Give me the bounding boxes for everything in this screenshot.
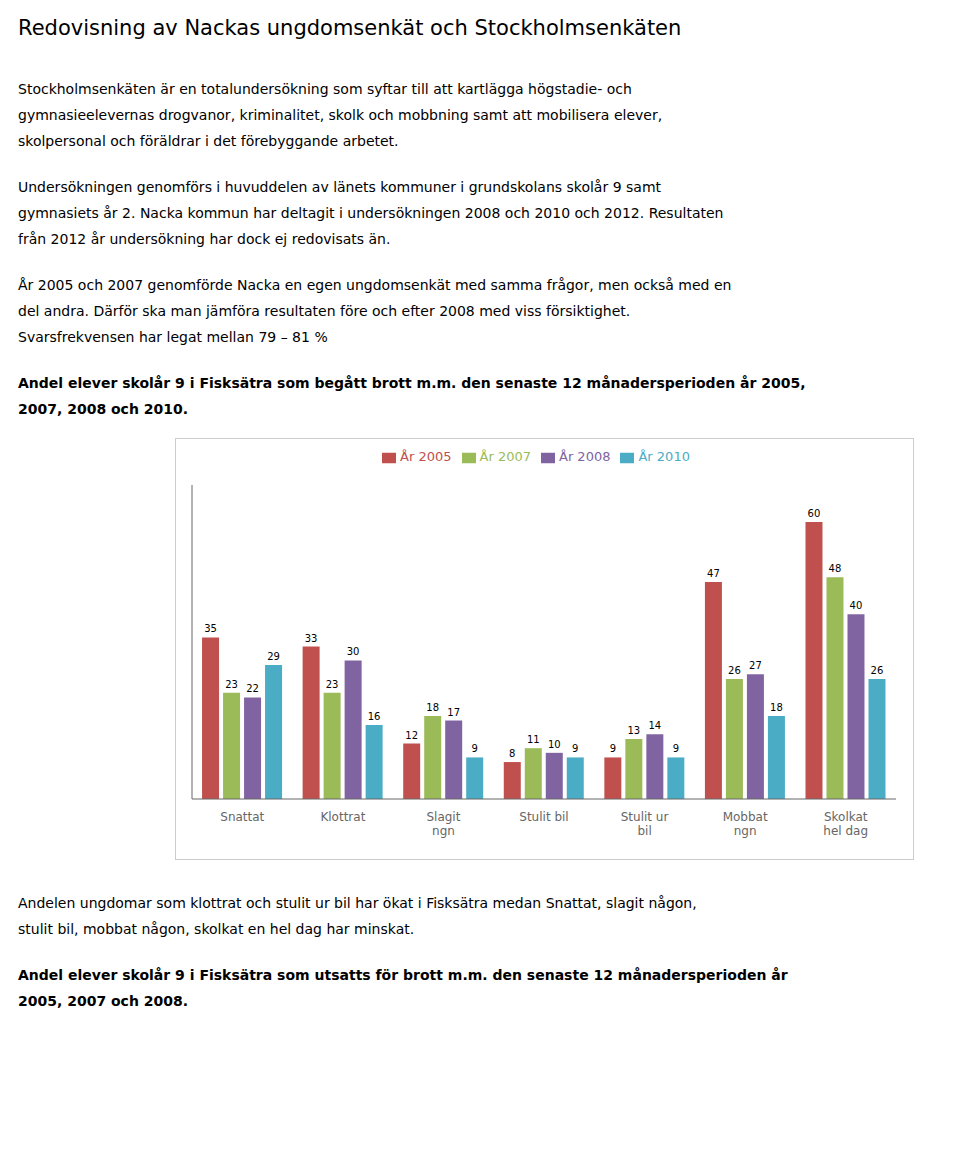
html-text:År 2008: År 2008: [559, 449, 611, 464]
svg-text:Klottrat: Klottrat: [320, 810, 365, 824]
svg-text:Stulit bil: Stulit bil: [519, 810, 568, 824]
html-text:Andelen ungdomar som klottrat: Andelen ungdomar som klottrat och stulit…: [18, 895, 697, 911]
html-text:Svarsfrekvensen har legat mell: Svarsfrekvensen har legat mellan 79 – 81…: [18, 329, 328, 345]
svg-text:Slagitngn: Slagitngn: [426, 810, 460, 838]
svg-text:10: 10: [548, 739, 561, 750]
svg-text:27: 27: [749, 660, 762, 671]
html-text:År 2010: År 2010: [638, 449, 690, 464]
html-text:2007, 2008 och 2010.: 2007, 2008 och 2010.: [18, 401, 188, 417]
svg-text:40: 40: [850, 600, 863, 611]
svg-text:Mobbatngn: Mobbatngn: [723, 810, 768, 838]
svg-text:26: 26: [728, 665, 741, 676]
svg-text:Skolkathel dag: Skolkathel dag: [823, 810, 868, 838]
html-text:skolpersonal och föräldrar i d: skolpersonal och föräldrar i det förebyg…: [18, 133, 399, 149]
html-text:År 2005: År 2005: [400, 449, 452, 464]
svg-text:13: 13: [627, 725, 640, 736]
html-text:stulit bil, mobbat någon, skol: stulit bil, mobbat någon, skolkat en hel…: [18, 921, 415, 937]
svg-text:9: 9: [610, 743, 616, 754]
svg-text:12: 12: [405, 730, 418, 741]
html-text:Andel elever skolår 9 i Fisksä: Andel elever skolår 9 i Fisksätra som ut…: [18, 967, 788, 983]
svg-text:48: 48: [829, 563, 842, 574]
html-text:gymnasieelevernas drogvanor, k: gymnasieelevernas drogvanor, kriminalite…: [18, 107, 663, 123]
html-text:gymnasiets år 2. Nacka kommun: gymnasiets år 2. Nacka kommun har deltag…: [18, 205, 724, 221]
svg-text:33: 33: [305, 633, 318, 644]
svg-text:9: 9: [673, 743, 679, 754]
svg-text:11: 11: [527, 734, 540, 745]
html-text:Stockholmsenkäten är en totalu: Stockholmsenkäten är en totalundersöknin…: [18, 81, 632, 97]
html-text:Andel elever skolår 9 i Fisksä: Andel elever skolår 9 i Fisksätra som be…: [18, 375, 806, 391]
html-text:Redovisning av Nackas ungdomse: Redovisning av Nackas ungdomsenkät och S…: [18, 16, 682, 40]
html-text:del andra. Därför ska man jämf: del andra. Därför ska man jämföra result…: [18, 303, 631, 319]
svg-text:18: 18: [770, 702, 783, 713]
html-text:Undersökningen genomförs i huv: Undersökningen genomförs i huvuddelen av…: [18, 179, 661, 195]
svg-text:47: 47: [707, 568, 720, 579]
svg-text:29: 29: [267, 651, 280, 662]
svg-text:17: 17: [447, 707, 460, 718]
svg-text:23: 23: [326, 679, 339, 690]
svg-text:30: 30: [347, 646, 360, 657]
svg-text:22: 22: [246, 683, 259, 694]
svg-text:26: 26: [871, 665, 884, 676]
html-text:År 2005 och 2007 genomförde Na: År 2005 och 2007 genomförde Nacka en ege…: [18, 277, 732, 293]
svg-text:8: 8: [509, 748, 515, 759]
svg-text:9: 9: [572, 743, 578, 754]
html-text:från 2012 år undersökning har: från 2012 år undersökning har dock ej re…: [18, 231, 391, 247]
svg-text:Snattat: Snattat: [220, 810, 264, 824]
html-text:2005, 2007 och 2008.: 2005, 2007 och 2008.: [18, 993, 188, 1009]
svg-text:35: 35: [204, 623, 217, 634]
svg-text:23: 23: [225, 679, 238, 690]
svg-text:14: 14: [648, 720, 661, 731]
html-text:År 2007: År 2007: [479, 449, 531, 464]
svg-text:16: 16: [368, 711, 381, 722]
svg-text:60: 60: [808, 508, 821, 519]
svg-text:18: 18: [426, 702, 439, 713]
svg-text:Stulit urbil: Stulit urbil: [621, 810, 669, 838]
svg-text:9: 9: [472, 743, 478, 754]
